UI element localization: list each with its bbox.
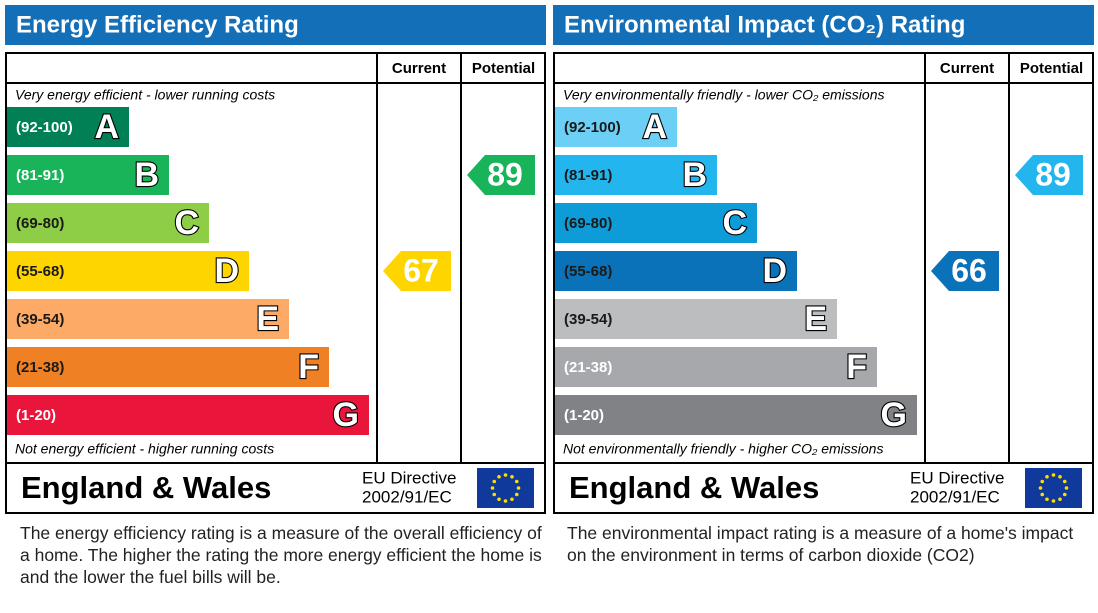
eu-star: [1051, 473, 1056, 477]
title-bar: [553, 5, 1094, 45]
band-letter: B: [134, 156, 159, 194]
column-header: Current: [940, 60, 994, 77]
rating-arrow: [383, 251, 451, 291]
band: [555, 203, 757, 243]
column-header: Potential: [472, 60, 535, 77]
description: The environmental impact rating is a mea…: [567, 523, 1074, 565]
rating-arrow: [931, 251, 999, 291]
directive: EU Directive: [910, 468, 1004, 487]
title-bar: [5, 5, 546, 45]
band: [7, 251, 249, 291]
eu-star: [1051, 499, 1056, 503]
band-letter: C: [722, 204, 747, 242]
rating-arrow: [467, 155, 535, 195]
eu-star: [1038, 486, 1043, 490]
band-letter: G: [333, 396, 359, 434]
eu-star: [510, 474, 514, 479]
band-letter: D: [214, 252, 239, 290]
band-letter: E: [256, 300, 279, 338]
directive: 2002/91/EC: [362, 487, 452, 506]
band-range: (92-100): [16, 119, 73, 136]
band: [7, 203, 209, 243]
band-range: (21-38): [564, 359, 612, 376]
bottom-note: Not environmentally friendly - higher CO…: [563, 441, 883, 457]
eu-star: [516, 486, 521, 490]
description: The energy efficiency rating is a measur…: [20, 523, 542, 587]
rating-value: 89: [487, 156, 523, 192]
eu-star: [492, 479, 497, 484]
eu-star: [497, 474, 501, 479]
frame: [5, 52, 546, 514]
region: England & Wales: [21, 470, 271, 505]
eu-star: [503, 499, 508, 503]
band-letter: A: [94, 108, 119, 146]
frame: [553, 52, 1094, 514]
eu-star: [490, 486, 495, 490]
top-note: Very environmentally friendly - lower CO…: [563, 87, 884, 103]
eu-star: [510, 497, 514, 502]
band-range: (21-38): [16, 359, 64, 376]
band: [555, 395, 917, 435]
eu-star: [1062, 492, 1067, 497]
rating-arrow: [1015, 155, 1083, 195]
top-note: Very energy efficient - lower running co…: [15, 87, 275, 103]
band-range: (81-91): [564, 167, 612, 184]
band: [555, 107, 677, 147]
band: [555, 347, 877, 387]
directive: EU Directive: [362, 468, 456, 487]
eu-star: [514, 492, 519, 497]
eu-star: [514, 479, 519, 484]
bottom-note: Not energy efficient - higher running co…: [15, 441, 274, 457]
title: Environmental Impact (CO₂) Rating: [564, 11, 965, 38]
rating-value: 67: [403, 252, 439, 288]
band-range: (81-91): [16, 167, 64, 184]
band: [7, 299, 289, 339]
eu-star: [1058, 497, 1062, 502]
eu-star: [1045, 474, 1049, 479]
band-range: (1-20): [564, 407, 604, 424]
band-letter: F: [298, 348, 319, 386]
band-letter: E: [804, 300, 827, 338]
eu-star: [1058, 474, 1062, 479]
eu-star: [497, 497, 501, 502]
region: England & Wales: [569, 470, 819, 505]
directive: 2002/91/EC: [910, 487, 1000, 506]
column-header: Current: [392, 60, 446, 77]
column-header: Potential: [1020, 60, 1083, 77]
band-range: (69-80): [16, 215, 64, 232]
band: [7, 347, 329, 387]
band-range: (55-68): [16, 263, 64, 280]
eu-star: [503, 473, 508, 477]
eu-star: [1064, 486, 1069, 490]
band: [555, 299, 837, 339]
eu-star: [1062, 479, 1067, 484]
rating-value: 89: [1035, 156, 1071, 192]
band-letter: A: [642, 108, 667, 146]
band-range: (92-100): [564, 119, 621, 136]
band: [7, 395, 369, 435]
eu-star: [1040, 479, 1045, 484]
band-range: (39-54): [564, 311, 612, 328]
rating-value: 66: [951, 252, 987, 288]
band-letter: B: [682, 156, 707, 194]
band-range: (69-80): [564, 215, 612, 232]
band-letter: F: [846, 348, 867, 386]
eu-star: [1045, 497, 1049, 502]
band: [555, 155, 717, 195]
band: [7, 107, 129, 147]
band-range: (39-54): [16, 311, 64, 328]
eu-star: [1040, 492, 1045, 497]
band: [7, 155, 169, 195]
band-range: (55-68): [564, 263, 612, 280]
band-letter: G: [881, 396, 907, 434]
band-range: (1-20): [16, 407, 56, 424]
band: [555, 251, 797, 291]
title: Energy Efficiency Rating: [16, 11, 299, 38]
band-letter: D: [762, 252, 787, 290]
band-letter: C: [174, 204, 199, 242]
eu-star: [492, 492, 497, 497]
